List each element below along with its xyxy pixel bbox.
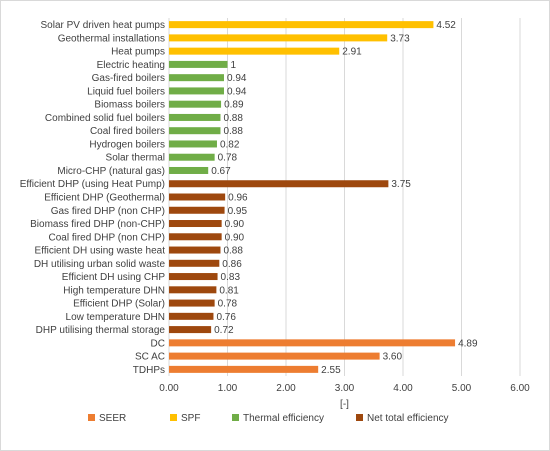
bar-dhp-utilising-thermal-storage	[169, 326, 212, 334]
category-label: High temperature DHN	[63, 285, 165, 296]
x-tick-label: 3.00	[335, 383, 355, 394]
bar-dc	[169, 339, 456, 347]
value-label: 0.81	[219, 285, 239, 296]
bar-efficient-dhp-geothermal	[169, 193, 226, 201]
value-label: 0.94	[227, 73, 247, 84]
category-label: Efficient DHP (using Heat Pump)	[20, 179, 165, 190]
category-label: Low temperature DHN	[66, 312, 165, 323]
legend-swatch-net-total-efficiency	[356, 414, 363, 421]
category-label: Efficient DH using waste heat	[35, 246, 166, 257]
category-label: DH utilising urban solid waste	[34, 259, 166, 270]
bar-gas-fired-boilers	[169, 74, 224, 82]
category-label: Coal fired boilers	[90, 126, 165, 137]
category-label: Efficient DH using CHP	[62, 272, 166, 283]
bar-biomass-fired-dhp-non-chp	[169, 220, 222, 228]
value-label: 0.72	[214, 325, 234, 336]
category-label: Heat pumps	[111, 47, 165, 58]
bar-biomass-boilers	[169, 100, 222, 108]
value-label: 0.96	[228, 193, 248, 204]
x-tick-label: 0.00	[159, 383, 179, 394]
legend-label-seer: SEER	[99, 413, 126, 424]
category-label: DC	[151, 338, 165, 349]
value-label: 4.89	[458, 338, 478, 349]
value-label: 0.86	[222, 259, 242, 270]
x-tick-label: 1.00	[218, 383, 238, 394]
x-tick-label: 5.00	[452, 383, 472, 394]
bar-electric-heating	[169, 60, 228, 68]
value-label: 0.82	[220, 139, 240, 150]
bar-solar-pv-driven-heat-pumps	[169, 21, 434, 29]
value-label: 0.94	[227, 86, 247, 97]
value-label: 3.73	[390, 33, 410, 44]
category-label: TDHPs	[133, 365, 165, 376]
category-label: Solar thermal	[106, 153, 165, 164]
category-label: Liquid fuel boilers	[87, 86, 165, 97]
category-label: SC AC	[135, 352, 165, 363]
category-label: Electric heating	[97, 60, 165, 71]
bar-micro-chp-natural-gas	[169, 166, 209, 174]
bar-efficient-dhp-using-heat-pump	[169, 180, 389, 188]
value-label: 0.90	[225, 219, 245, 230]
value-label: 0.95	[228, 206, 248, 217]
category-label: Solar PV driven heat pumps	[40, 20, 165, 31]
value-label: 0.90	[225, 232, 245, 243]
bar-solar-thermal	[169, 153, 215, 161]
bar-sc-ac	[169, 352, 380, 360]
bar-efficient-dh-using-chp	[169, 273, 218, 281]
category-label: Hydrogen boilers	[89, 139, 165, 150]
bar-tdhps	[169, 365, 319, 373]
value-label: 0.83	[221, 272, 241, 283]
value-label: 4.52	[436, 20, 456, 31]
bar-coal-fired-boilers	[169, 127, 221, 135]
bar-efficient-dhp-solar	[169, 299, 215, 307]
category-label: Biomass fired DHP (non-CHP)	[30, 219, 165, 230]
legend-swatch-spf	[170, 414, 177, 421]
legend-label-thermal-efficiency: Thermal efficiency	[243, 413, 324, 424]
value-label: 0.89	[224, 100, 244, 111]
value-label: 0.76	[216, 312, 236, 323]
value-label: 0.78	[218, 153, 238, 164]
value-label: 3.75	[391, 179, 411, 190]
x-tick-label: 6.00	[510, 383, 530, 394]
bar-hydrogen-boilers	[169, 140, 217, 148]
x-tick-label: 4.00	[393, 383, 413, 394]
category-label: Gas-fired boilers	[92, 73, 165, 84]
value-label: 1	[231, 60, 237, 71]
category-label: Coal fired DHP (non CHP)	[48, 232, 165, 243]
bar-liquid-fuel-boilers	[169, 87, 224, 95]
value-label: 2.91	[342, 47, 362, 58]
value-label: 0.88	[223, 126, 243, 137]
bar-heat-pumps	[169, 47, 340, 55]
x-axis-title: [-]	[340, 399, 349, 410]
bar-combined-solid-fuel-boilers	[169, 113, 221, 121]
value-label: 3.60	[383, 352, 403, 363]
legend-label-spf: SPF	[181, 413, 200, 424]
bar-coal-fired-dhp-non-chp	[169, 233, 222, 241]
value-label: 0.88	[223, 246, 243, 257]
bar-high-temperature-dhn	[169, 286, 217, 294]
value-label: 0.88	[223, 113, 243, 124]
category-label: Gas fired DHP (non CHP)	[51, 206, 165, 217]
x-tick-label: 2.00	[276, 383, 296, 394]
bar-gas-fired-dhp-non-chp	[169, 206, 225, 214]
bar-dh-utilising-urban-solid-waste	[169, 259, 220, 267]
legend-swatch-seer	[88, 414, 95, 421]
category-label: Biomass boilers	[94, 100, 165, 111]
category-label: DHP utilising thermal storage	[36, 325, 166, 336]
category-label: Efficient DHP (Geothermal)	[44, 193, 165, 204]
legend-swatch-thermal-efficiency	[232, 414, 239, 421]
bar-geothermal-installations	[169, 34, 388, 42]
category-label: Combined solid fuel boilers	[45, 113, 165, 124]
value-label: 2.55	[321, 365, 341, 376]
bar-efficient-dh-using-waste-heat	[169, 246, 221, 254]
legend-label-net-total-efficiency: Net total efficiency	[367, 413, 449, 424]
value-label: 0.78	[218, 299, 238, 310]
category-label: Micro-CHP (natural gas)	[57, 166, 165, 177]
category-label: Geothermal installations	[58, 33, 165, 44]
category-label: Efficient DHP (Solar)	[73, 299, 165, 310]
bar-low-temperature-dhn	[169, 312, 214, 320]
value-label: 0.67	[211, 166, 231, 177]
